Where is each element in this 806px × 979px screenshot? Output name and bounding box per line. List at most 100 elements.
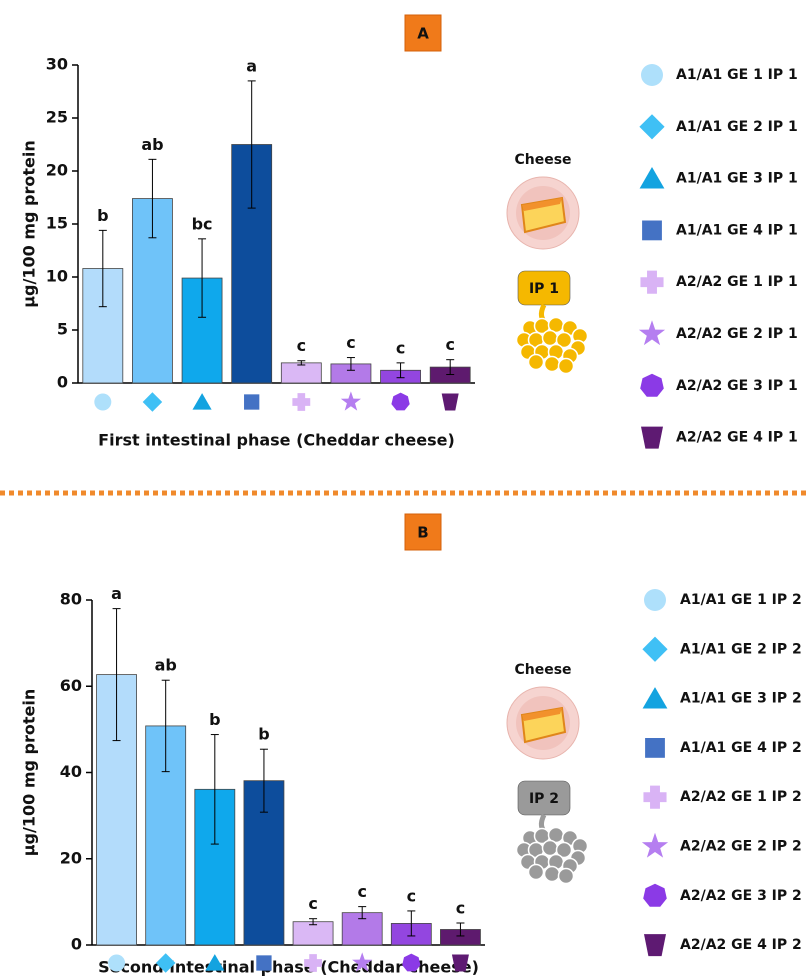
significance-letter: b xyxy=(97,206,108,225)
legend-entry: A2/A2 GE 3 IP 1 xyxy=(640,374,798,397)
category-marker xyxy=(341,391,361,410)
gut-loop xyxy=(545,357,560,372)
gut xyxy=(517,318,588,374)
figure: A 0 5 10 15 20 25 30 µg/100 mg protein First inte… xyxy=(0,0,806,979)
gut-loop xyxy=(559,359,574,374)
legend-marker xyxy=(639,320,665,345)
category-marker xyxy=(442,394,459,411)
significance-letter: ab xyxy=(155,656,177,675)
category-marker xyxy=(292,393,310,411)
gut-loop xyxy=(545,867,560,882)
legend-marker xyxy=(640,374,664,397)
significance-letter: c xyxy=(396,338,405,357)
legend-marker xyxy=(642,637,667,662)
significance-letter: c xyxy=(308,894,317,913)
significance-letter: c xyxy=(407,886,416,905)
y-tick-label: 80 xyxy=(60,590,82,609)
significance-letter: c xyxy=(357,882,366,901)
legend-marker xyxy=(642,833,668,858)
legend-label: A2/A2 GE 3 IP 1 xyxy=(676,378,798,394)
legend-label: A2/A2 GE 2 IP 2 xyxy=(680,839,802,855)
gut-loop xyxy=(543,331,558,346)
legend-entry: A1/A1 GE 3 IP 1 xyxy=(640,167,798,189)
gut-loop xyxy=(529,355,544,370)
legend-entry: A2/A2 GE 2 IP 2 xyxy=(642,833,802,858)
legend-marker xyxy=(645,738,665,758)
legend-entry: A1/A1 GE 4 IP 2 xyxy=(645,738,802,758)
y-tick-label: 25 xyxy=(46,108,68,127)
illustration-label: Cheese xyxy=(514,152,571,168)
legend-entry: A1/A1 GE 2 IP 2 xyxy=(642,637,801,662)
legend-entry: A1/A1 GE 1 IP 1 xyxy=(641,64,798,86)
legend-marker xyxy=(643,687,668,708)
y-tick-label: 20 xyxy=(46,161,68,180)
legend-marker xyxy=(639,114,664,139)
significance-letter: c xyxy=(445,335,454,354)
legend-entry: A1/A1 GE 4 IP 1 xyxy=(642,221,798,241)
illustration-label: Cheese xyxy=(514,662,571,678)
x-axis-label: First intestinal phase (Cheddar cheese) xyxy=(98,431,455,450)
phase-tag: IP 1 xyxy=(529,281,559,297)
category-marker xyxy=(108,955,125,972)
significance-letter: b xyxy=(209,710,220,729)
legend-label: A1/A1 GE 3 IP 1 xyxy=(676,171,798,187)
y-axis-label: µg/100 mg protein xyxy=(20,140,39,307)
significance-letter: c xyxy=(346,333,355,352)
category-marker xyxy=(94,394,111,411)
bar xyxy=(281,363,321,383)
legend-label: A1/A1 GE 4 IP 2 xyxy=(680,740,802,756)
legend-label: A2/A2 GE 1 IP 2 xyxy=(680,789,802,805)
legend-label: A2/A2 GE 3 IP 2 xyxy=(680,888,802,904)
legend-entry: A2/A2 GE 2 IP 1 xyxy=(639,320,798,345)
x-axis-label: Second intestinal phase (Cheddar cheese) xyxy=(98,958,479,977)
gut-loop xyxy=(529,865,544,880)
legend-entry: A1/A1 GE 2 IP 1 xyxy=(639,114,797,139)
legend-label: A1/A1 GE 2 IP 2 xyxy=(680,641,802,657)
legend-label: A2/A2 GE 2 IP 1 xyxy=(676,326,798,342)
legend-marker xyxy=(642,221,662,241)
y-tick-label: 40 xyxy=(60,762,82,781)
legend-label: A1/A1 GE 1 IP 1 xyxy=(676,67,798,83)
legend-entry: A1/A1 GE 3 IP 2 xyxy=(643,687,802,708)
significance-letter: bc xyxy=(192,214,213,233)
legend-marker xyxy=(640,271,663,294)
significance-letter: a xyxy=(111,584,122,603)
y-tick-label: 0 xyxy=(71,935,82,954)
y-tick-label: 20 xyxy=(60,848,82,867)
legend-marker xyxy=(641,64,663,86)
legend-label: A1/A1 GE 3 IP 2 xyxy=(680,691,802,707)
y-axis-label: µg/100 mg protein xyxy=(20,689,39,856)
y-tick-label: 30 xyxy=(46,55,68,74)
category-marker xyxy=(391,393,409,411)
legend-label: A1/A1 GE 2 IP 1 xyxy=(676,119,798,135)
legend-entry: A1/A1 GE 1 IP 2 xyxy=(644,589,802,611)
phase-tag: IP 2 xyxy=(529,791,559,807)
category-marker xyxy=(256,955,271,970)
legend-marker xyxy=(643,884,667,907)
panel-badge: A xyxy=(417,25,429,43)
category-marker xyxy=(193,393,212,410)
y-tick-label: 5 xyxy=(57,320,68,339)
significance-letter: c xyxy=(297,336,306,355)
legend-marker xyxy=(641,427,663,449)
legend-entry: A2/A2 GE 1 IP 2 xyxy=(643,786,801,809)
legend-entry: A2/A2 GE 1 IP 1 xyxy=(640,271,797,294)
legend-label: A1/A1 GE 1 IP 2 xyxy=(680,592,802,608)
significance-letter: a xyxy=(246,56,257,75)
significance-letter: c xyxy=(456,899,465,918)
y-tick-label: 15 xyxy=(46,214,68,233)
legend-marker xyxy=(640,167,665,189)
panel-badge: B xyxy=(417,524,428,542)
category-marker xyxy=(244,394,259,409)
significance-letter: ab xyxy=(141,135,163,154)
legend-label: A2/A2 GE 4 IP 1 xyxy=(676,430,798,446)
y-tick-label: 10 xyxy=(46,267,68,286)
legend-entry: A2/A2 GE 3 IP 2 xyxy=(643,884,802,907)
legend-marker xyxy=(643,786,666,809)
category-marker xyxy=(143,392,163,412)
y-tick-label: 0 xyxy=(57,373,68,392)
gut xyxy=(517,828,588,884)
legend-label: A2/A2 GE 1 IP 1 xyxy=(676,274,798,290)
gut-loop xyxy=(543,841,558,856)
legend-marker xyxy=(644,589,666,611)
